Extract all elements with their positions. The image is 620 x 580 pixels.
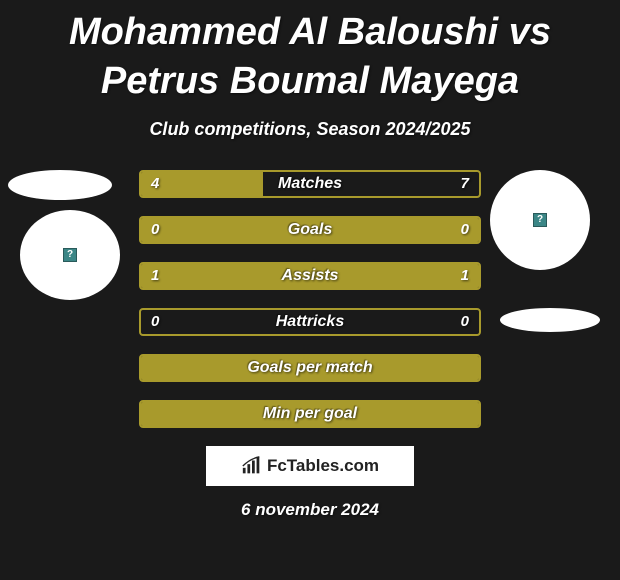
decorative-oval-top-left xyxy=(8,170,112,200)
player-left-avatar: ? xyxy=(20,210,120,300)
brand-label: FcTables.com xyxy=(241,456,379,476)
stat-label: Assists xyxy=(141,264,479,288)
content-area: ? ? 47Matches 00Goals 11Assists 00Hattricks… xyxy=(0,170,620,428)
chart-icon xyxy=(241,456,263,476)
brand-text: FcTables.com xyxy=(267,456,379,476)
placeholder-icon: ? xyxy=(63,248,77,262)
stat-label: Goals per match xyxy=(141,356,479,380)
stat-label: Min per goal xyxy=(141,402,479,426)
placeholder-icon: ? xyxy=(533,213,547,227)
stat-row: 00Hattricks xyxy=(139,308,481,336)
stat-label: Matches xyxy=(141,172,479,196)
stat-row: 11Assists xyxy=(139,262,481,290)
stat-row: Min per goal xyxy=(139,400,481,428)
player-right-avatar: ? xyxy=(490,170,590,270)
stat-row: 00Goals xyxy=(139,216,481,244)
decorative-oval-bottom-right xyxy=(500,308,600,332)
stat-row: Goals per match xyxy=(139,354,481,382)
date-label: 6 november 2024 xyxy=(0,500,620,520)
footer-logo: FcTables.com xyxy=(206,446,414,486)
subtitle: Club competitions, Season 2024/2025 xyxy=(0,119,620,140)
stat-label: Hattricks xyxy=(141,310,479,334)
stat-label: Goals xyxy=(141,218,479,242)
stat-row: 47Matches xyxy=(139,170,481,198)
page-title: Mohammed Al Baloushi vs Petrus Boumal Ma… xyxy=(0,0,620,107)
stat-bars: 47Matches 00Goals 11Assists 00Hattricks Goal… xyxy=(139,170,481,428)
